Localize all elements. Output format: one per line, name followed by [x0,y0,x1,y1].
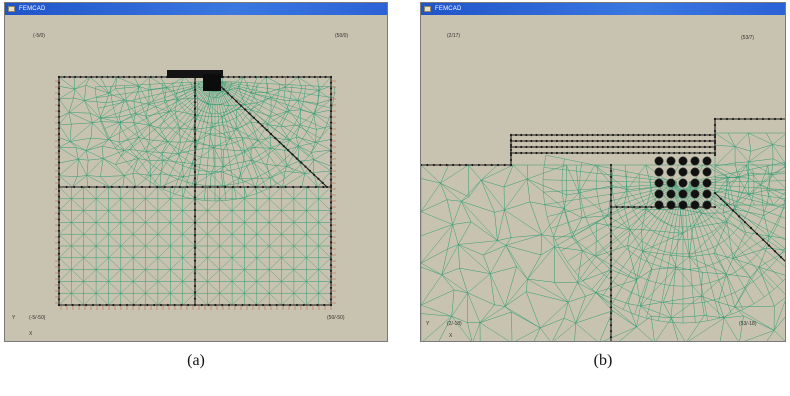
coord-top-left: (-5/0) [33,33,45,39]
axis-y-label: Y [12,315,16,321]
top-right-boundary [221,75,333,79]
pile [702,200,712,210]
pile-group [654,156,712,210]
axis-y-label: Y [426,321,430,327]
pile [678,178,688,188]
pile [690,167,700,177]
pile [678,156,688,166]
pile [654,189,664,199]
pile [654,156,664,166]
coord-bottom-left: (2/-18) [447,321,462,327]
pile-refinement-fan [542,154,785,324]
pile [702,178,712,188]
window-title-bar[interactable]: FEMCAD [421,3,785,15]
coord-bottom-right: (53/-18) [739,321,757,327]
mesh-canvas-b[interactable]: (2/17) (53/7) (2/-18) (53/-18) Y X [421,15,785,341]
pile [666,156,676,166]
coord-top-right: (53/7) [741,35,755,41]
far-field-mesh [421,164,785,341]
pile [690,178,700,188]
coord-bottom-left: (-5/-50) [29,315,46,321]
pile [678,189,688,199]
axis-x-label: X [449,333,453,339]
mid-vertical-line [193,75,197,307]
coord-top-right: (50/0) [335,33,349,39]
pile [654,178,664,188]
axis-x-label: X [29,331,33,337]
pile [702,156,712,166]
pile [690,200,700,210]
right-boundary [329,75,333,307]
pile [678,200,688,210]
caption-b: (b) [593,352,613,369]
pile [654,200,664,210]
ground-surface-right [713,117,785,121]
top-left-boundary [57,75,169,79]
pile [690,156,700,166]
slip-line [713,191,785,262]
pile [666,167,676,177]
pile [690,189,700,199]
mesh-canvas-a[interactable]: (-5/0) (50/0) (-5/-50) (50/-50) Y X [5,15,387,341]
app-icon [424,6,431,12]
pile [702,189,712,199]
left-boundary [57,75,61,307]
window-title: FEMCAD [435,6,462,12]
boundary-supports [55,80,336,310]
pile [666,178,676,188]
fe-mesh-plot-a [55,70,336,310]
pile [666,200,676,210]
vertical-construction-line [609,163,613,341]
embankment-left-edge [509,133,513,167]
caption-a: (a) [187,352,205,369]
coord-top-left: (2/17) [447,33,461,39]
femcad-window-b: FEMCAD (2/17) (53/7) (2/-18) (53/-18) Y … [420,2,786,342]
coord-bottom-right: (50/-50) [327,315,345,321]
foundation-block [203,74,221,91]
window-title: FEMCAD [19,6,46,12]
femcad-window-a: FEMCAD (-5/0) (50/0) (-5/-50) (50/-50) Y… [4,2,388,342]
embankment-layers [509,133,717,155]
fe-mesh-plot-b [421,117,785,341]
pile [654,167,664,177]
pile [666,189,676,199]
pile [702,167,712,177]
foundation-slab [167,70,223,78]
ground-surface-left [421,163,513,167]
app-icon [8,6,15,12]
window-title-bar[interactable]: FEMCAD [5,3,387,15]
pile [678,167,688,177]
embankment-right-edge [713,117,717,157]
foundation-refinement-fan [94,80,336,202]
